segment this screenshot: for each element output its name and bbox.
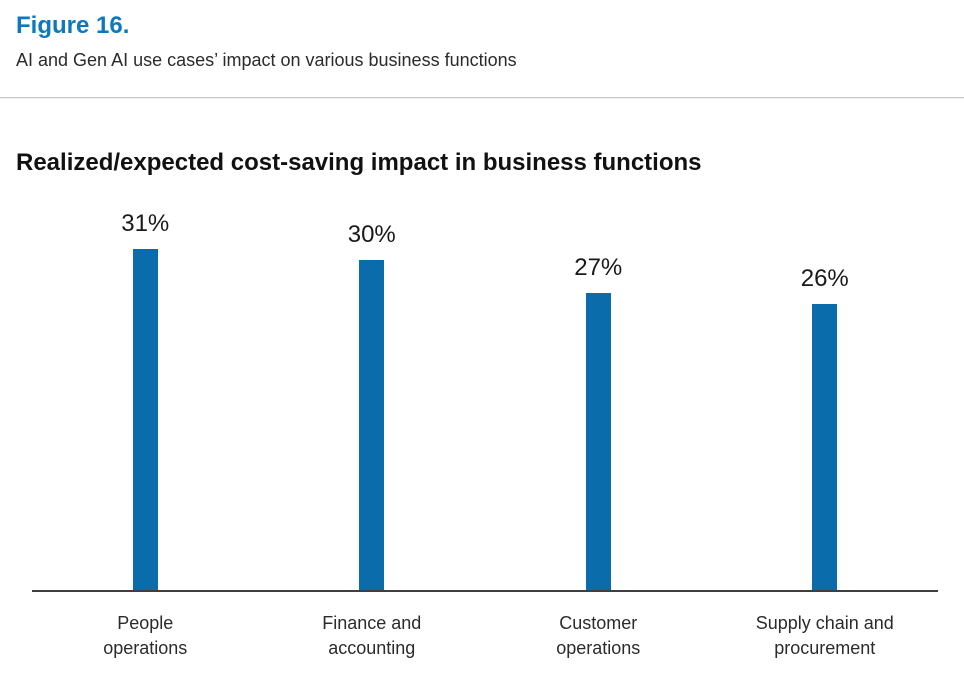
- bar-value-label-people-operations: 31%: [121, 210, 170, 238]
- bar-finance-accounting: [359, 259, 385, 590]
- x-axis-label-finance-accounting: Finance and accounting: [322, 612, 422, 658]
- bar-value-label-supply-chain-procurement: 26%: [800, 265, 849, 293]
- chart-title: Realized/expected cost-saving impact in …: [16, 149, 702, 177]
- figure-label: Figure 16.: [16, 12, 130, 39]
- bar-customer-operations: [585, 292, 611, 590]
- x-axis-labels: People operations Finance and accounting…: [32, 611, 938, 661]
- bar-group-customer-operations: 27%: [485, 208, 712, 590]
- bar-value-label-customer-operations: 27%: [574, 254, 623, 282]
- bar-group-supply-chain-procurement: 26%: [712, 208, 939, 590]
- x-axis-label-customer-operations: Customer operations: [556, 612, 641, 658]
- bar-people-operations: [132, 248, 158, 590]
- x-axis-label-people-operations: People operations: [103, 612, 188, 658]
- x-axis-line: [32, 589, 938, 592]
- bar-group-people-operations: 31%: [32, 208, 259, 590]
- divider: [0, 97, 964, 100]
- figure-header: Figure 16. AI and Gen AI use cases’ impa…: [0, 0, 964, 71]
- figure-caption: AI and Gen AI use cases’ impact on vario…: [16, 49, 517, 70]
- x-axis-label-supply-chain-procurement: Supply chain and procurement: [755, 612, 894, 658]
- bar-group-finance-accounting: 30%: [259, 208, 486, 590]
- bar-chart-plot: 31% 30% 27% 26%: [32, 208, 938, 590]
- bar-value-label-finance-accounting: 30%: [347, 221, 396, 249]
- bar-supply-chain-procurement: [812, 303, 838, 590]
